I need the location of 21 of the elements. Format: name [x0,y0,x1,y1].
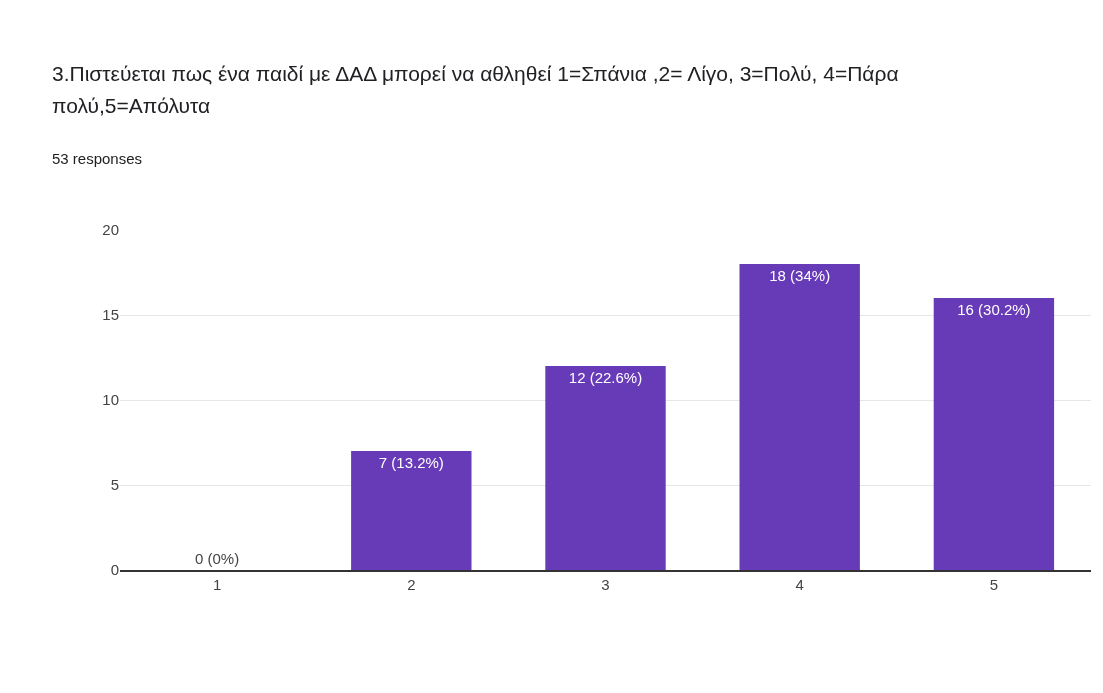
data-label: 16 (30.2%) [957,301,1031,318]
data-label: 12 (22.6%) [568,369,643,386]
data-label: 18 (34%) [769,267,831,284]
data-label: 0 (0%) [195,550,240,567]
y-tick-label: 15 [102,306,119,324]
x-tick-label: 1 [212,575,222,593]
x-tick-label: 4 [795,575,804,593]
x-tick-label: 2 [407,575,416,593]
y-tick-label: 5 [110,476,119,494]
chart-title: 3.Πιστεύεται πως ένα παιδί με ΔΑΔ μπορεί να αθληθεί 1=Σπάνια ,2= Λίγο, 3=Πολύ, 4=Πάρα πολύ,5=Απόλυτα [52,61,900,119]
bar [545,366,666,570]
bar [351,451,472,570]
y-tick-label: 10 [102,391,119,409]
y-tick-label: 0 [110,561,119,579]
x-tick-label: 5 [989,575,999,593]
bar [933,298,1055,570]
bar [739,264,860,570]
chart-subtitle: 53 responses [52,150,143,167]
data-label: 7 (13.2%) [378,454,444,471]
y-tick-label: 20 [102,221,119,239]
x-tick-label: 3 [601,575,610,593]
